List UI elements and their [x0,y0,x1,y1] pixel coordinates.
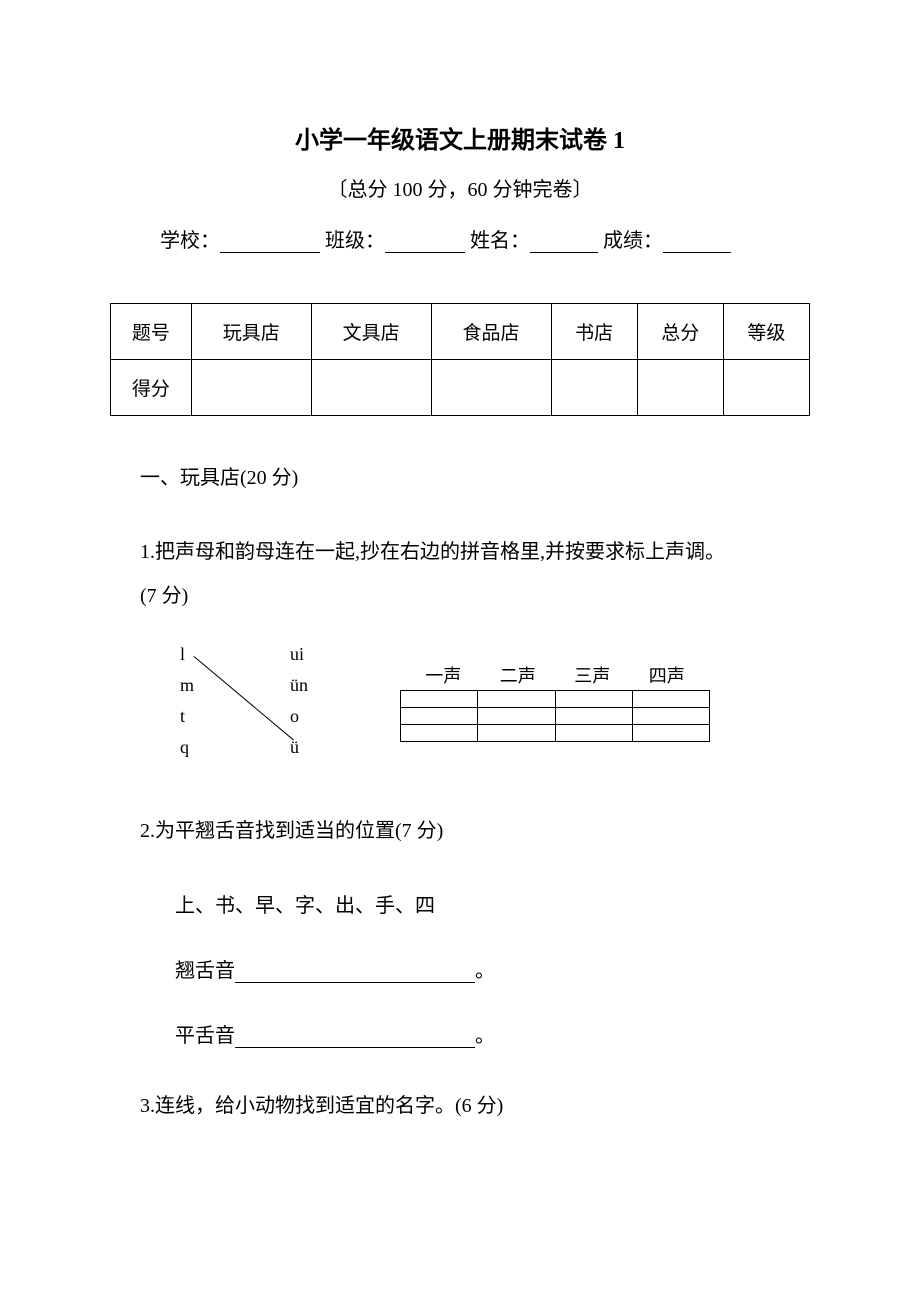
hdr-total: 总分 [637,304,723,360]
name-blank[interactable] [530,232,598,253]
flat-label: 平舌音 [175,1025,235,1047]
consonant-vowel-match[interactable]: l m t q ui ün o ü [180,644,350,769]
vowel-ui: ui [290,644,308,665]
row2-label: 得分 [111,360,192,416]
vowel-o: o [290,706,308,727]
score-book[interactable] [551,360,637,416]
hdr-toy: 玩具店 [191,304,311,360]
period-2: 。 [475,1025,495,1047]
q3-text: 3.连线，给小动物找到适宜的名字。(6 分) [110,1084,810,1128]
tone-2: 二声 [500,662,536,688]
period-1: 。 [475,960,495,982]
name-label: 姓名： [470,230,530,252]
hdr-stationery: 文具店 [311,304,431,360]
tone-3: 三声 [574,662,610,688]
retroflex-label: 翘舌音 [175,960,235,982]
consonant-q: q [180,737,194,758]
score-grade[interactable] [723,360,809,416]
hdr-food: 食品店 [431,304,551,360]
q2-characters: 上、书、早、字、出、手、四 [110,889,810,918]
tone-1: 一声 [425,662,461,688]
tone-headers: 一声 二声 三声 四声 [400,662,710,688]
score-header-row: 题号 玩具店 文具店 食品店 书店 总分 等级 [111,304,810,360]
consonant-l: l [180,644,194,665]
section1-header: 一、玩具店(20 分) [110,461,810,490]
student-info-line: 学校： 班级： 姓名： 成绩： [110,224,810,253]
q1-text: 1.把声母和韵母连在一起,抄在右边的拼音格里,并按要求标上声调。 (7 分) [110,530,810,618]
consonant-m: m [180,675,194,696]
score-table: 题号 玩具店 文具店 食品店 书店 总分 等级 得分 [110,303,810,416]
tone-pinyin-grid[interactable] [400,690,710,742]
score-stationery[interactable] [311,360,431,416]
exam-subtitle: 〔总分 100 分，60 分钟完卷〕 [110,173,810,202]
hdr-num: 题号 [111,304,192,360]
vowel-un: ün [290,675,308,696]
q1-figure: l m t q ui ün o ü 一声 二声 三声 四声 [110,644,810,769]
school-label: 学校： [160,230,220,252]
q1-main-text: 1.把声母和韵母连在一起,抄在右边的拼音格里,并按要求标上声调。 [140,541,725,563]
retroflex-blank[interactable] [235,964,475,983]
exam-title: 小学一年级语文上册期末试卷 1 [110,120,810,155]
hdr-grade: 等级 [723,304,809,360]
score-blank[interactable] [663,232,731,253]
match-line [194,656,294,740]
score-toy[interactable] [191,360,311,416]
q2-text: 2.为平翘舌音找到适当的位置(7 分) [110,809,810,853]
flat-blank[interactable] [235,1029,475,1048]
consonant-t: t [180,706,194,727]
class-label: 班级： [325,230,385,252]
score-food[interactable] [431,360,551,416]
consonant-column: l m t q [180,644,194,758]
tone-4: 四声 [649,662,685,688]
q1-points: (7 分) [140,585,188,607]
score-value-row: 得分 [111,360,810,416]
score-label: 成绩： [603,230,663,252]
school-blank[interactable] [220,232,320,253]
q2-retroflex-line: 翘舌音 。 [110,954,810,983]
vowel-column: ui ün o ü [290,644,308,758]
hdr-book: 书店 [551,304,637,360]
tone-grid-area: 一声 二声 三声 四声 [400,662,710,742]
score-total[interactable] [637,360,723,416]
class-blank[interactable] [385,232,465,253]
q2-flat-line: 平舌音 。 [110,1019,810,1048]
